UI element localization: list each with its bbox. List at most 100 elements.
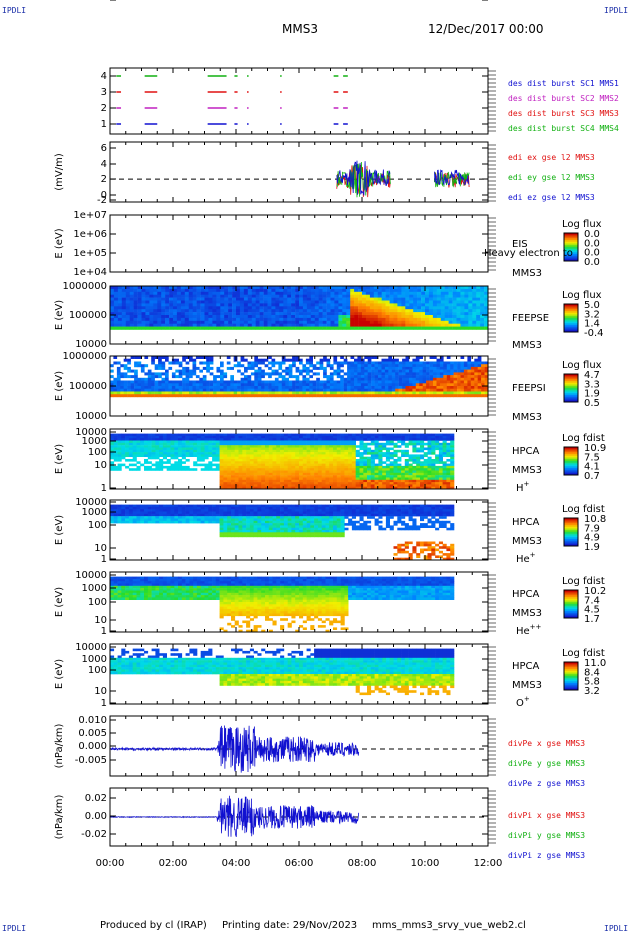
spectrogram-cell <box>299 386 303 389</box>
spectrogram-cell <box>306 315 312 319</box>
spectrogram-cell <box>378 377 382 381</box>
spectrogram-cell <box>271 288 276 293</box>
spectrogram-cell <box>302 326 308 330</box>
spectrogram-cell <box>212 303 217 307</box>
spectrogram-cell <box>234 449 239 453</box>
spectrogram-cell <box>333 454 338 457</box>
spectrogram-cell <box>412 468 417 471</box>
spectrogram-cell <box>432 309 438 313</box>
spectrogram-cell <box>219 468 224 471</box>
spectrogram-cell <box>166 447 171 451</box>
spectrogram-cell <box>219 472 224 476</box>
spectrogram-cell <box>268 394 272 398</box>
spectrogram-cell <box>117 297 123 301</box>
spectrogram-cell <box>251 306 256 310</box>
spectrogram-cell <box>433 391 437 395</box>
spectrogram-cell <box>121 306 126 310</box>
spectrogram-cell <box>468 326 473 330</box>
spectrogram-cell <box>340 463 345 467</box>
spectrogram-cell <box>412 369 417 373</box>
spectrogram-cell <box>391 364 396 368</box>
colorbar-cell <box>564 393 578 396</box>
spectrogram-cell <box>237 386 241 389</box>
spectrogram-cell <box>228 326 233 330</box>
spectrogram-cell <box>373 288 378 293</box>
spectrogram-cell <box>159 452 164 455</box>
spectrogram-cell <box>347 377 351 381</box>
spectrogram-cell <box>310 326 315 330</box>
spectrogram-cell <box>145 309 150 313</box>
spectrogram-cell <box>117 433 122 437</box>
spectrogram-cell <box>295 366 300 370</box>
spectrogram-cell <box>440 320 445 324</box>
spectrogram-cell <box>314 482 319 485</box>
spectrogram-cell <box>338 323 343 327</box>
spectrogram-cell <box>329 377 334 381</box>
spectrogram-cell <box>231 482 236 485</box>
spectrogram-cell <box>236 306 241 310</box>
spectrogram-cell <box>153 326 158 330</box>
spectrogram-cell <box>275 294 280 298</box>
spectrogram-cell <box>299 477 304 481</box>
spectrogram-cell <box>365 312 371 316</box>
spectrogram-cell <box>228 315 233 319</box>
spectrogram-cell <box>246 454 251 457</box>
spectrogram-cell <box>231 454 236 457</box>
spectrogram-cell <box>249 472 254 476</box>
spectrogram-cell <box>329 447 334 451</box>
spectrogram-cell <box>456 306 461 310</box>
spectrogram-cell <box>359 479 364 483</box>
colorbar-tick-label: 0.0 <box>584 248 600 259</box>
spectrogram-cell <box>405 386 410 389</box>
spectrogram-cell <box>306 477 311 481</box>
spectrogram-cell <box>408 486 413 490</box>
spectrogram-cell <box>433 375 437 379</box>
spectrogram-cell <box>444 288 449 293</box>
spectrogram-cell <box>125 291 130 295</box>
spectrogram-cell <box>219 438 224 441</box>
spectrogram-cell <box>220 383 224 387</box>
spectrogram-cell <box>416 461 421 464</box>
spectrogram-cell <box>196 452 201 455</box>
spectrogram-cell <box>237 394 241 398</box>
spectrogram-cell <box>240 364 245 368</box>
spectrogram-cell <box>484 317 489 322</box>
spectrogram-cell <box>134 380 138 384</box>
spectrogram-cell <box>346 288 351 293</box>
spectrogram-cell <box>196 288 201 293</box>
spectrogram-cell <box>295 315 300 319</box>
spectrogram-cell <box>433 361 437 365</box>
spectrogram-cell <box>436 320 441 324</box>
spectrogram-cell <box>196 291 201 295</box>
spectrogram-cell <box>354 315 359 319</box>
spectrogram-cell <box>409 300 414 304</box>
spectrogram-cell <box>125 309 130 313</box>
spectrogram-cell <box>185 445 190 448</box>
spectrogram-cell <box>334 294 339 298</box>
spectrogram-cell <box>444 300 449 304</box>
spectrogram-cell <box>317 479 322 483</box>
spectrogram-cell <box>193 433 198 437</box>
spectrogram-cell <box>251 294 256 298</box>
spectrogram-cell <box>317 452 322 455</box>
spectrogram-cell <box>381 380 386 384</box>
spectrogram-cell <box>393 445 398 448</box>
spectrogram-cell <box>272 479 277 483</box>
spectrogram-cell <box>476 312 481 316</box>
spectrogram-cell <box>302 317 308 322</box>
spectrogram-cell <box>209 361 214 365</box>
spectrogram-cell <box>136 435 141 439</box>
spectrogram-cell <box>405 326 410 330</box>
spectrogram-cell <box>223 456 228 460</box>
spectrogram-cell <box>173 326 178 330</box>
spectrogram-cell <box>468 306 473 310</box>
spectrogram-cell <box>125 454 130 457</box>
spectrogram-cell <box>408 472 413 476</box>
spectrogram-cell <box>223 463 228 467</box>
spectrogram-cell <box>141 326 146 330</box>
spectrogram-cell <box>448 303 453 307</box>
spectrogram-cell <box>474 375 478 379</box>
spectrogram-cell <box>280 461 285 464</box>
spectrogram-cell <box>153 315 158 319</box>
spectrogram-cell <box>265 435 270 439</box>
